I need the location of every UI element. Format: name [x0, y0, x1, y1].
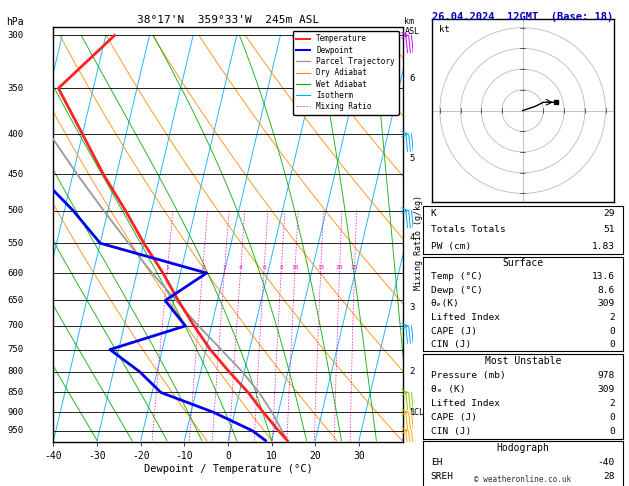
Text: -40: -40: [598, 458, 615, 467]
Text: 8.6: 8.6: [598, 286, 615, 295]
Text: CAPE (J): CAPE (J): [431, 327, 477, 335]
Text: 309: 309: [598, 299, 615, 309]
Text: 6: 6: [409, 74, 415, 83]
Text: θₑ(K): θₑ(K): [431, 299, 459, 309]
Text: 650: 650: [8, 296, 24, 305]
Text: 51: 51: [603, 226, 615, 234]
Text: 550: 550: [8, 239, 24, 248]
Text: Lifted Index: Lifted Index: [431, 399, 499, 408]
Text: 3: 3: [223, 265, 226, 270]
Text: PW (cm): PW (cm): [431, 242, 471, 251]
Text: 400: 400: [8, 130, 24, 139]
Text: Totals Totals: Totals Totals: [431, 226, 506, 234]
Title: 38°17'N  359°33'W  245m ASL: 38°17'N 359°33'W 245m ASL: [137, 15, 319, 25]
Text: CIN (J): CIN (J): [431, 427, 471, 436]
Text: 26.04.2024  12GMT  (Base: 18): 26.04.2024 12GMT (Base: 18): [432, 12, 613, 22]
Text: kt: kt: [439, 25, 450, 34]
Text: SREH: SREH: [431, 472, 454, 481]
Text: θₑ (K): θₑ (K): [431, 385, 465, 394]
Text: Dewp (°C): Dewp (°C): [431, 286, 482, 295]
Text: 2: 2: [201, 265, 205, 270]
Text: 500: 500: [8, 206, 24, 215]
Text: 2: 2: [409, 367, 415, 376]
Text: 29: 29: [603, 209, 615, 218]
Text: 978: 978: [598, 370, 615, 380]
Text: 0: 0: [609, 340, 615, 349]
Text: Mixing Ratio (g/kg): Mixing Ratio (g/kg): [414, 195, 423, 291]
Text: hPa: hPa: [6, 17, 24, 27]
Text: 2: 2: [609, 313, 615, 322]
Text: 4: 4: [239, 265, 243, 270]
Text: 4: 4: [409, 233, 415, 242]
Text: 300: 300: [8, 31, 24, 40]
Text: 15: 15: [317, 265, 325, 270]
Text: Hodograph: Hodograph: [496, 443, 549, 453]
Text: EH: EH: [431, 458, 442, 467]
Text: 850: 850: [8, 388, 24, 397]
Text: 5: 5: [409, 155, 415, 163]
Text: 3: 3: [409, 303, 415, 312]
Text: 2: 2: [609, 399, 615, 408]
Text: Surface: Surface: [502, 259, 543, 268]
Text: CAPE (J): CAPE (J): [431, 413, 477, 422]
Text: 700: 700: [8, 321, 24, 330]
Text: 800: 800: [8, 367, 24, 376]
Text: 20: 20: [336, 265, 343, 270]
Text: 1: 1: [409, 408, 415, 417]
Text: 750: 750: [8, 345, 24, 354]
Text: 1: 1: [166, 265, 170, 270]
Text: 6: 6: [262, 265, 266, 270]
X-axis label: Dewpoint / Temperature (°C): Dewpoint / Temperature (°C): [143, 464, 313, 474]
Text: 350: 350: [8, 84, 24, 93]
Text: 28: 28: [603, 472, 615, 481]
Text: Pressure (mb): Pressure (mb): [431, 370, 506, 380]
Text: km
ASL: km ASL: [404, 17, 420, 35]
Text: 0: 0: [609, 427, 615, 436]
Text: 13.6: 13.6: [592, 273, 615, 281]
Text: 0: 0: [609, 327, 615, 335]
Text: Lifted Index: Lifted Index: [431, 313, 499, 322]
Text: Most Unstable: Most Unstable: [484, 356, 561, 366]
Text: CIN (J): CIN (J): [431, 340, 471, 349]
Text: 0: 0: [609, 413, 615, 422]
Text: 8: 8: [279, 265, 283, 270]
Text: 10: 10: [291, 265, 299, 270]
Text: 309: 309: [598, 385, 615, 394]
Text: 1.83: 1.83: [592, 242, 615, 251]
Text: K: K: [431, 209, 437, 218]
Text: 900: 900: [8, 408, 24, 417]
Text: 600: 600: [8, 269, 24, 278]
Legend: Temperature, Dewpoint, Parcel Trajectory, Dry Adiabat, Wet Adiabat, Isotherm, Mi: Temperature, Dewpoint, Parcel Trajectory…: [292, 31, 399, 115]
Text: 25: 25: [351, 265, 359, 270]
Text: 450: 450: [8, 170, 24, 179]
Text: Temp (°C): Temp (°C): [431, 273, 482, 281]
Text: 950: 950: [8, 426, 24, 435]
Text: LCL: LCL: [409, 408, 425, 417]
Text: © weatheronline.co.uk: © weatheronline.co.uk: [474, 474, 571, 484]
